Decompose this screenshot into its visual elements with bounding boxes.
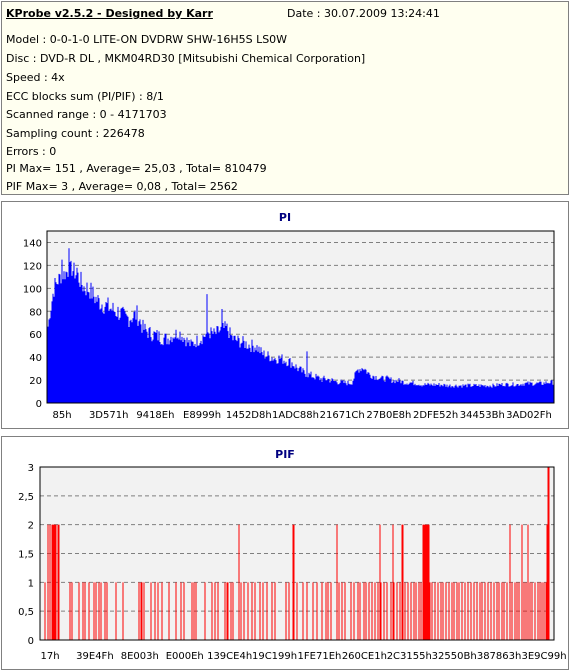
pi-y-tick-label: 40 [29, 353, 42, 364]
pi-y-tick-label: 20 [29, 376, 42, 387]
pif-x-tick-label: 139CE4h [207, 651, 252, 662]
pi-x-tick-label: 3D571h [89, 410, 129, 421]
pif-chart: PIF 0 0,5 1 1,5 2 2,5 3 17h 39E4Fh 8E003h E000Eh 139… [18, 448, 566, 662]
info-errors: Errors : 0 [6, 145, 57, 158]
pif-chart-title: PIF [275, 448, 295, 461]
pi-chart-panel: PI 0 20 40 60 80 100 120 140 85h 3D571h 9418Eh E8999… [1, 201, 569, 429]
pi-x-tick-label: 34453Bh [460, 410, 505, 421]
pi-x-tick-label: 1452D8h [226, 410, 272, 421]
pi-plot-border [46, 230, 555, 404]
pif-x-tick-label: 32550Bh [432, 651, 477, 662]
pif-y-tick-label: 2 [28, 521, 34, 532]
pi-x-tick-label: 9418Eh [136, 410, 174, 421]
info-model: Model : 0-0-1-0 LITE-ON DVDRW SHW-16H5S … [6, 33, 288, 46]
pif-x-tick-label: E000Eh [166, 651, 204, 662]
pif-x-tick-label: 17h [40, 651, 59, 662]
app-title: KProbe v2.5.2 - Designed by Karr [6, 7, 213, 20]
pi-chart-title: PI [279, 211, 291, 224]
info-pi-stats: PI Max= 151 , Average= 25,03 , Total= 81… [6, 162, 267, 175]
pi-chart: PI 0 20 40 60 80 100 120 140 85h 3D571h 9418Eh E8999… [23, 211, 555, 421]
pi-x-tick-label: 2DFE52h [413, 410, 458, 421]
pi-x-tick-label: 21671Ch [320, 410, 365, 421]
pif-x-tick-label: 8E003h [121, 651, 159, 662]
pif-x-tick-label: 2C3155h [387, 651, 432, 662]
pi-y-tick-label: 0 [36, 399, 42, 410]
pi-x-tick-label: 1ADC88h [272, 410, 319, 421]
pif-y-tick-label: 1 [28, 578, 34, 589]
pif-y-tick-label: 1,5 [18, 550, 34, 561]
info-sampling: Sampling count : 226478 [6, 127, 145, 140]
pif-x-tick-label: 39E4Fh [76, 651, 114, 662]
info-range: Scanned range : 0 - 4171703 [6, 108, 167, 121]
pi-y-tick-label: 60 [29, 330, 42, 341]
info-panel: KProbe v2.5.2 - Designed by Karr Date : … [1, 1, 569, 195]
pi-y-tick-label: 120 [23, 261, 42, 272]
pif-y-tick-label: 0,5 [18, 607, 34, 618]
pif-y-tick-label: 0 [28, 636, 34, 647]
pi-y-tick-label: 100 [23, 284, 42, 295]
pif-x-tick-label: 19C199h [252, 651, 297, 662]
pif-x-tick-label: 3E9C99h [521, 651, 566, 662]
info-ecc: ECC blocks sum (PI/PIF) : 8/1 [6, 90, 164, 103]
pi-series [47, 248, 554, 403]
scan-date: Date : 30.07.2009 13:24:41 [287, 7, 440, 20]
pi-y-tick-label: 80 [29, 307, 42, 318]
pi-x-tick-label: E8999h [183, 410, 221, 421]
info-disc: Disc : DVD-R DL , MKM04RD30 [Mitsubishi … [6, 52, 366, 65]
pif-chart-panel: PIF 0 0,5 1 1,5 2 2,5 3 17h 39E4Fh 8E003h E000Eh 139… [1, 436, 569, 670]
pi-x-tick-label: 85h [52, 410, 71, 421]
pif-y-tick-label: 2,5 [18, 492, 34, 503]
pif-x-tick-label: 260CE1h [342, 651, 387, 662]
info-speed: Speed : 4x [6, 71, 65, 84]
pif-y-tick-label: 3 [28, 463, 34, 474]
pif-x-tick-label: 387863h [477, 651, 522, 662]
pif-x-tick-label: 1FE71Eh [298, 651, 342, 662]
pif-plot-border [39, 466, 555, 641]
pi-x-tick-label: 3AD02Fh [506, 410, 552, 421]
pi-y-tick-label: 140 [23, 238, 42, 249]
info-pif-stats: PIF Max= 3 , Average= 0,08 , Total= 2562 [6, 180, 238, 193]
pi-x-tick-label: 27B0E8h [366, 410, 411, 421]
pif-series [44, 467, 550, 640]
